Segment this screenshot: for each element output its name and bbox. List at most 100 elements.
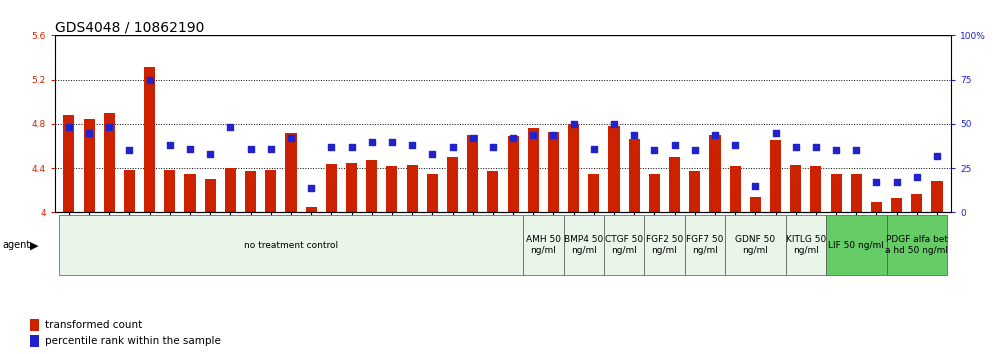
Point: [505, 135, 521, 141]
Bar: [750, 197, 761, 212]
Bar: [487, 171, 498, 212]
Bar: [786, 215, 826, 275]
Bar: [811, 166, 822, 212]
Bar: [245, 171, 256, 212]
Bar: [508, 136, 519, 212]
Bar: [225, 168, 236, 212]
Text: LIF 50 ng/ml: LIF 50 ng/ml: [829, 241, 884, 250]
Bar: [709, 135, 720, 212]
Bar: [609, 126, 620, 212]
Bar: [528, 129, 539, 212]
Bar: [265, 170, 276, 212]
Bar: [346, 162, 358, 212]
Point: [566, 121, 582, 127]
Text: KITLG 50
ng/ml: KITLG 50 ng/ml: [786, 235, 826, 255]
Bar: [64, 115, 75, 212]
Bar: [564, 215, 604, 275]
Bar: [548, 132, 559, 212]
Bar: [406, 165, 417, 212]
Bar: [826, 215, 886, 275]
Point: [344, 144, 360, 150]
Bar: [286, 133, 297, 212]
Bar: [730, 166, 741, 212]
Bar: [628, 139, 639, 212]
Point: [849, 148, 865, 153]
Point: [747, 183, 763, 189]
Bar: [306, 207, 317, 212]
Bar: [568, 124, 580, 212]
Point: [162, 142, 178, 148]
Point: [384, 139, 400, 144]
Point: [444, 144, 460, 150]
Point: [707, 132, 723, 137]
Bar: [669, 157, 680, 212]
Point: [666, 142, 682, 148]
Bar: [426, 174, 438, 212]
Point: [303, 185, 319, 190]
Bar: [467, 135, 478, 212]
Bar: [447, 157, 458, 212]
Bar: [891, 198, 902, 212]
Point: [324, 144, 340, 150]
Bar: [644, 215, 684, 275]
Bar: [831, 174, 842, 212]
Text: no treatment control: no treatment control: [244, 241, 338, 250]
Point: [909, 174, 925, 180]
Bar: [689, 171, 700, 212]
Bar: [871, 202, 882, 212]
Text: BMP4 50
ng/ml: BMP4 50 ng/ml: [564, 235, 604, 255]
Bar: [30, 335, 39, 347]
Bar: [326, 164, 337, 212]
Text: PDGF alfa bet
a hd 50 ng/ml: PDGF alfa bet a hd 50 ng/ml: [885, 235, 948, 255]
Point: [626, 132, 642, 137]
Point: [687, 148, 703, 153]
Text: CTGF 50
ng/ml: CTGF 50 ng/ml: [605, 235, 643, 255]
Point: [263, 146, 279, 152]
Bar: [886, 215, 947, 275]
Point: [929, 153, 945, 159]
Point: [808, 144, 824, 150]
Bar: [124, 170, 135, 212]
Point: [182, 146, 198, 152]
Bar: [367, 160, 377, 212]
Bar: [386, 166, 397, 212]
Point: [61, 125, 77, 130]
Text: agent: agent: [2, 240, 30, 250]
Bar: [184, 174, 195, 212]
Text: GDS4048 / 10862190: GDS4048 / 10862190: [55, 20, 204, 34]
Bar: [911, 194, 922, 212]
Bar: [30, 319, 39, 331]
Bar: [59, 215, 523, 275]
Point: [888, 179, 904, 185]
Text: transformed count: transformed count: [45, 320, 142, 330]
Bar: [523, 215, 564, 275]
Point: [81, 130, 97, 136]
Point: [546, 132, 562, 137]
Bar: [684, 215, 725, 275]
Point: [586, 146, 602, 152]
Bar: [205, 179, 216, 212]
Point: [727, 142, 743, 148]
Bar: [84, 120, 95, 212]
Text: GDNF 50
ng/ml: GDNF 50 ng/ml: [735, 235, 776, 255]
Bar: [790, 165, 801, 212]
Text: AMH 50
ng/ml: AMH 50 ng/ml: [526, 235, 561, 255]
Point: [404, 142, 420, 148]
Bar: [164, 170, 175, 212]
Bar: [144, 68, 155, 212]
Point: [283, 135, 299, 141]
Bar: [604, 215, 644, 275]
Point: [424, 151, 440, 157]
Bar: [851, 174, 862, 212]
Point: [102, 125, 118, 130]
Point: [485, 144, 501, 150]
Bar: [104, 113, 115, 212]
Text: FGF2 50
ng/ml: FGF2 50 ng/ml: [645, 235, 683, 255]
Point: [243, 146, 259, 152]
Text: ▶: ▶: [30, 240, 39, 250]
Point: [222, 125, 238, 130]
Point: [202, 151, 218, 157]
Point: [768, 130, 784, 136]
Text: percentile rank within the sample: percentile rank within the sample: [45, 336, 221, 346]
Point: [788, 144, 804, 150]
